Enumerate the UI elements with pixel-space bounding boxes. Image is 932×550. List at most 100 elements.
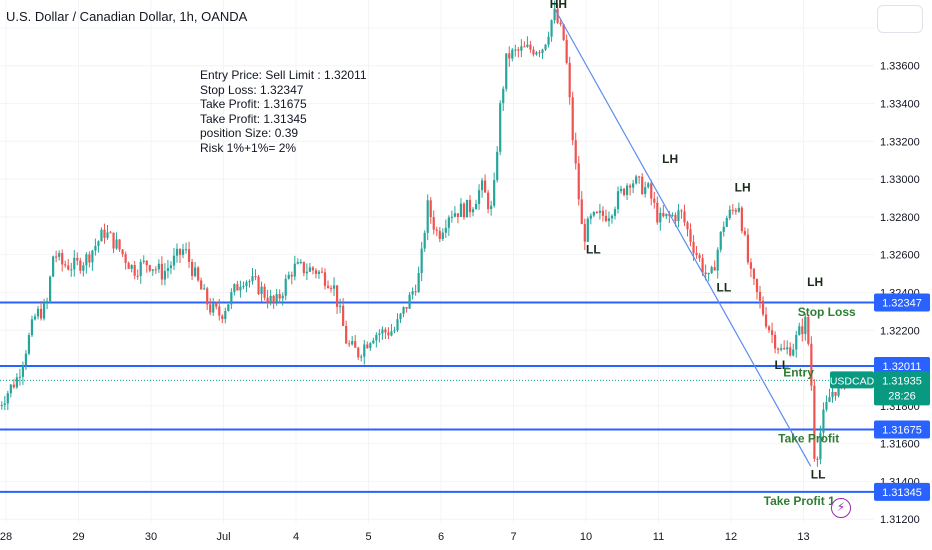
candle — [459, 203, 463, 217]
candle — [127, 262, 130, 269]
candle — [411, 291, 414, 295]
candle — [731, 209, 734, 211]
candle — [474, 203, 478, 210]
price-level-tag — [874, 420, 930, 439]
candle — [619, 188, 623, 192]
candle — [218, 306, 221, 316]
candle — [275, 294, 278, 303]
candle — [414, 291, 417, 293]
candle — [795, 335, 798, 350]
x-tick-label: 12 — [725, 531, 737, 543]
candle — [393, 330, 396, 332]
candle — [604, 215, 608, 221]
candle — [547, 36, 550, 45]
candle — [239, 286, 242, 291]
annotation-label: Take Profit — [778, 432, 839, 446]
candle — [335, 285, 339, 307]
x-tick-label: Jul — [216, 531, 230, 543]
candle — [520, 46, 523, 51]
annotation-label: LL — [717, 281, 732, 295]
candle — [686, 222, 689, 230]
price-levels — [0, 301, 874, 493]
candle — [287, 274, 290, 279]
candle — [819, 432, 822, 460]
y-tick-label: 1.32600 — [880, 250, 920, 262]
candle — [629, 185, 632, 188]
candle — [329, 287, 333, 289]
candle — [73, 257, 76, 270]
entry-price-text: Entry Price: Sell Limit : 1.32011 — [200, 68, 367, 82]
candle — [484, 180, 487, 193]
candle — [85, 254, 88, 266]
candle — [511, 49, 514, 59]
candle — [339, 305, 342, 307]
candle — [568, 62, 571, 98]
candle — [91, 250, 94, 263]
candle — [559, 22, 562, 25]
candle — [810, 343, 813, 386]
candle — [184, 249, 188, 251]
candle — [610, 215, 614, 219]
candle — [206, 288, 209, 305]
candle — [420, 248, 423, 274]
candle — [242, 285, 245, 287]
candle — [39, 308, 43, 319]
x-tick-label: 11 — [653, 531, 664, 543]
candle — [749, 262, 753, 269]
take-profit-2-text: Take Profit: 1.31345 — [200, 111, 307, 126]
candle — [713, 267, 716, 271]
candle — [169, 265, 173, 269]
candle — [360, 356, 363, 358]
candle — [701, 258, 704, 273]
candle — [783, 348, 786, 350]
lightning-icon[interactable]: ⚡ — [831, 498, 851, 518]
candle — [493, 180, 496, 206]
candle — [314, 270, 318, 274]
price-level-tag-text: 1.32347 — [882, 297, 922, 309]
candle — [42, 302, 46, 319]
candle — [764, 314, 768, 327]
y-tick-label: 1.31600 — [880, 439, 920, 451]
candle — [175, 248, 179, 256]
candle — [88, 254, 91, 263]
x-tick-label: 13 — [797, 531, 809, 543]
candle — [444, 227, 447, 233]
annotation-label: Stop Loss — [798, 305, 856, 319]
candle — [447, 217, 450, 228]
x-tick-label: 6 — [438, 531, 444, 543]
x-tick-label: 5 — [365, 531, 371, 543]
candle — [124, 254, 127, 263]
candle — [680, 210, 683, 212]
candle — [172, 255, 176, 266]
y-tick-label: 1.33000 — [880, 174, 920, 186]
y-tick-label: 1.33400 — [880, 98, 920, 110]
candle — [18, 376, 21, 378]
chart-settings-button[interactable] — [877, 5, 923, 33]
candle — [187, 249, 191, 262]
current-price-tag — [874, 371, 930, 406]
candle — [574, 140, 577, 164]
price-level-tag — [874, 293, 930, 312]
candle — [755, 278, 759, 293]
candle — [792, 349, 795, 356]
candle — [752, 268, 756, 279]
candle — [722, 226, 725, 232]
candle — [710, 267, 713, 273]
candle — [662, 212, 665, 217]
candle — [505, 53, 508, 89]
candle — [142, 260, 145, 262]
candle — [716, 249, 719, 271]
price-axis-labels: 1.32347 1.32011 1.31675 1.31345 USDCAD 1.3193… — [830, 293, 930, 501]
candle — [190, 261, 194, 277]
candle — [181, 249, 185, 255]
candle — [571, 97, 574, 141]
candle — [115, 239, 118, 249]
candle — [9, 384, 12, 394]
candle — [299, 261, 302, 263]
chart-title: U.S. Dollar / Canadian Dollar, 1h, OANDA — [6, 9, 248, 24]
candle — [15, 377, 18, 388]
candle — [345, 325, 348, 344]
candle — [665, 213, 668, 217]
candle — [178, 248, 182, 255]
